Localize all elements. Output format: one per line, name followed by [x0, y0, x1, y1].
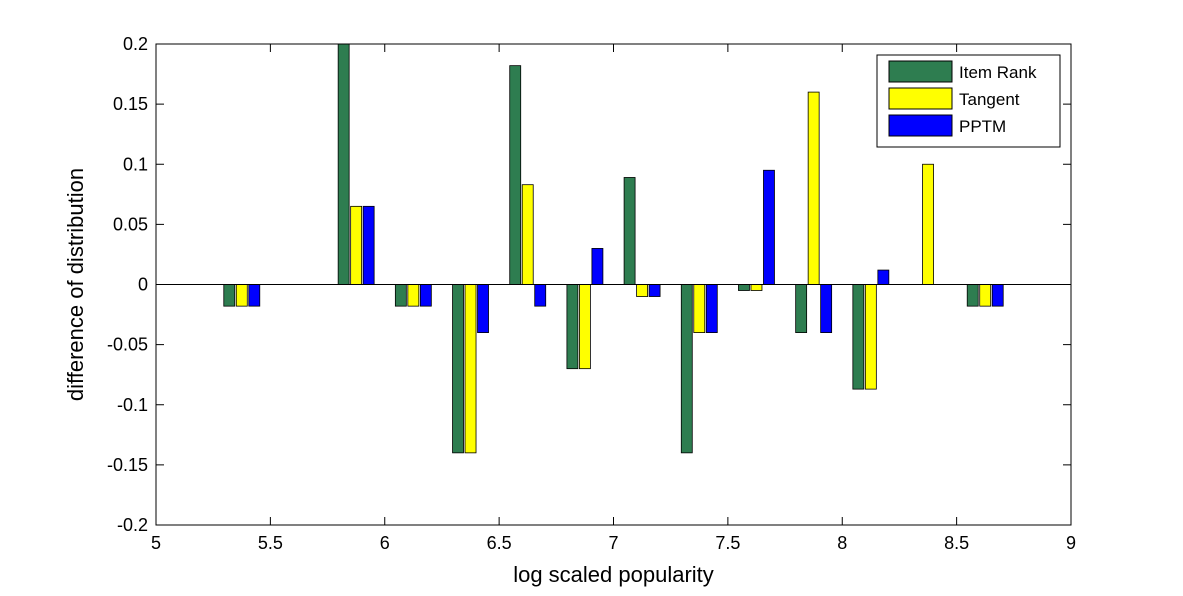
bar-tangent-11 [865, 285, 876, 390]
legend-label-item-rank: Item Rank [959, 63, 1037, 82]
bar-item-rank-5 [510, 66, 521, 285]
y-tick-label: 0.1 [123, 154, 148, 174]
bar-item-rank-8 [681, 285, 692, 453]
x-tick-label: 8 [837, 533, 847, 553]
x-tick-label: 5.5 [258, 533, 283, 553]
y-tick-label: -0.2 [117, 515, 148, 535]
bar-tangent-0 [236, 285, 247, 307]
x-tick-label: 6.5 [487, 533, 512, 553]
y-tick-label: -0.1 [117, 395, 148, 415]
y-tick-label: 0.2 [123, 34, 148, 54]
bar-tangent-6 [579, 285, 590, 369]
legend-label-tangent: Tangent [959, 90, 1020, 109]
y-axis-label: difference of distribution [63, 168, 88, 401]
bar-pptm-0 [249, 285, 260, 307]
bar-pptm-3 [420, 285, 431, 307]
x-axis-label: log scaled popularity [513, 562, 714, 587]
bar-item-rank-6 [567, 285, 578, 369]
legend: Item Rank Tangent PPTM [877, 55, 1060, 147]
bar-pptm-4 [478, 285, 489, 333]
x-tick-label: 7 [608, 533, 618, 553]
bar-pptm-11 [878, 270, 889, 284]
bar-item-rank-10 [796, 285, 807, 333]
bar-tangent-12 [923, 164, 934, 284]
bar-pptm-13 [992, 285, 1003, 307]
bar-pptm-5 [535, 285, 546, 307]
x-tick-label: 9 [1066, 533, 1076, 553]
legend-swatch-tangent [889, 88, 952, 109]
bar-pptm-9 [763, 170, 774, 284]
bar-item-rank-4 [453, 285, 464, 453]
bar-pptm-6 [592, 248, 603, 284]
bar-item-rank-2 [338, 44, 349, 285]
legend-label-pptm: PPTM [959, 117, 1006, 136]
bar-tangent-13 [980, 285, 991, 307]
bar-tangent-5 [522, 185, 533, 285]
x-tick-label: 7.5 [715, 533, 740, 553]
bar-item-rank-13 [967, 285, 978, 307]
legend-swatch-pptm [889, 115, 952, 136]
bar-item-rank-11 [853, 285, 864, 390]
legend-swatch-item-rank [889, 61, 952, 82]
bar-tangent-10 [808, 92, 819, 284]
bar-pptm-7 [649, 285, 660, 297]
bar-pptm-8 [706, 285, 717, 333]
bar-pptm-2 [363, 206, 374, 284]
bar-pptm-10 [821, 285, 832, 333]
y-tick-label: 0.15 [113, 94, 148, 114]
bar-item-rank-9 [738, 285, 749, 291]
y-tick-label: 0 [138, 275, 148, 295]
bar-tangent-3 [408, 285, 419, 307]
x-tick-label: 5 [151, 533, 161, 553]
bar-tangent-7 [637, 285, 648, 297]
x-tick-label: 6 [380, 533, 390, 553]
bar-item-rank-0 [224, 285, 235, 307]
bar-tangent-4 [465, 285, 476, 453]
bar-tangent-8 [694, 285, 705, 333]
bar-tangent-9 [751, 285, 762, 291]
y-tick-label: 0.05 [113, 214, 148, 234]
y-tick-label: -0.15 [107, 455, 148, 475]
bar-item-rank-3 [395, 285, 406, 307]
x-tick-label: 8.5 [944, 533, 969, 553]
bar-item-rank-7 [624, 177, 635, 284]
y-tick-label: -0.05 [107, 335, 148, 355]
bar-tangent-2 [351, 206, 362, 284]
